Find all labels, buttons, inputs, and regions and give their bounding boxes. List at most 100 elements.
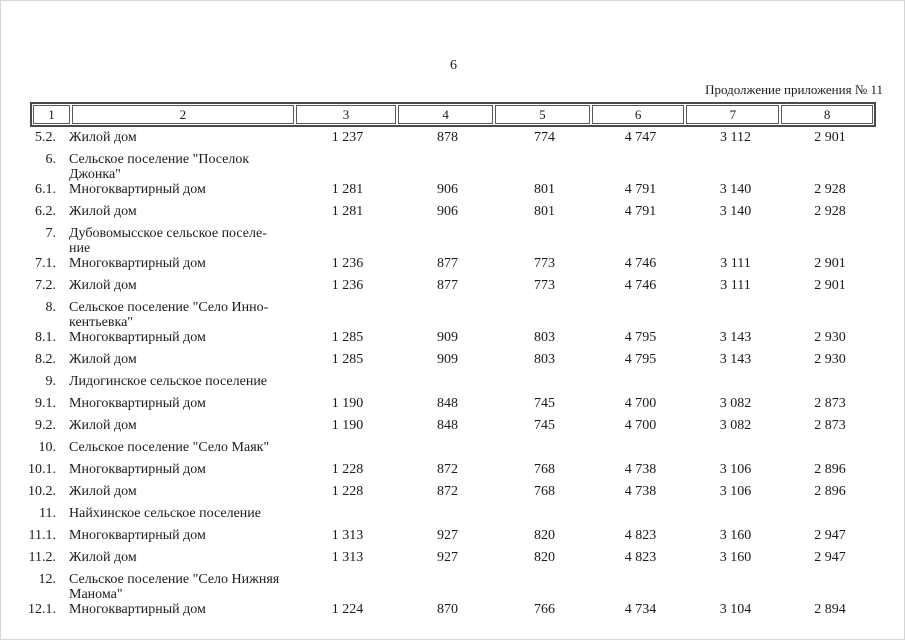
row-value-col8: 2 894 <box>814 602 846 617</box>
row-value-col8: 2 901 <box>814 256 846 271</box>
row-value-col7: 3 143 <box>719 352 752 367</box>
row-value-col7: 3 106 <box>719 484 752 499</box>
row-value-col4: 878 <box>437 130 458 145</box>
table-row: 10.2. Жилой дом 1 228 872 768 4 738 3 10… <box>1 484 878 499</box>
row-value-col3: 1 236 <box>331 278 364 293</box>
row-name: Многоквартирный дом <box>69 396 206 411</box>
table-row: 11.2. Жилой дом 1 313 927 820 4 823 3 16… <box>1 550 878 565</box>
row-value-col4: 872 <box>437 462 458 477</box>
row-value-col3: 1 313 <box>331 528 364 543</box>
row-value-col7 <box>688 572 783 602</box>
row-value-col7: 3 140 <box>719 204 752 219</box>
row-value-col3: 1 190 <box>331 418 364 433</box>
row-number: 7.1. <box>35 256 56 271</box>
row-value-col3 <box>296 572 399 602</box>
row-value-col4: 848 <box>437 418 458 433</box>
row-value-col3 <box>296 506 399 521</box>
row-value-col7: 3 111 <box>720 278 751 293</box>
row-value-col5 <box>496 440 593 455</box>
row-value-col3 <box>296 374 399 389</box>
row-value-col4: 909 <box>437 330 458 345</box>
row-name: Многоквартирный дом <box>69 182 206 197</box>
row-value-col6 <box>593 572 688 602</box>
row-value-col3 <box>296 226 399 256</box>
table-row: 5.2. Жилой дом 1 237 878 774 4 747 3 112… <box>1 130 878 145</box>
row-value-col3: 1 285 <box>331 352 364 367</box>
row-number: 8.1. <box>35 330 56 345</box>
table-row: 8. Сельское поселение "Село Инно-кентьев… <box>1 300 878 330</box>
row-number: 12. <box>38 572 57 587</box>
header-cell-7: 7 <box>686 105 780 124</box>
row-value-col3: 1 237 <box>331 130 364 145</box>
row-value-col5: 766 <box>534 602 555 617</box>
row-value-col4: 877 <box>437 256 458 271</box>
row-value-col8: 2 928 <box>814 182 846 197</box>
row-name: Жилой дом <box>69 204 137 219</box>
row-value-col7 <box>688 152 783 182</box>
row-value-col6: 4 823 <box>624 550 657 565</box>
row-value-col6: 4 738 <box>624 462 657 477</box>
row-value-col6 <box>593 440 688 455</box>
row-value-col6: 4 791 <box>624 182 657 197</box>
row-value-col4: 906 <box>437 182 458 197</box>
row-value-col7: 3 104 <box>719 602 752 617</box>
row-value-col5: 768 <box>534 484 555 499</box>
header-cell-6: 6 <box>591 105 685 124</box>
row-value-col3: 1 228 <box>331 462 364 477</box>
row-value-col6 <box>593 506 688 521</box>
row-number: 9.2. <box>35 418 56 433</box>
table-row: 9.2. Жилой дом 1 190 848 745 4 700 3 082… <box>1 418 878 433</box>
row-value-col6: 4 700 <box>624 396 657 411</box>
row-value-col5: 773 <box>534 278 555 293</box>
row-value-col5: 774 <box>534 130 555 145</box>
row-name: Жилой дом <box>69 484 137 499</box>
row-value-col5: 803 <box>534 352 555 367</box>
row-value-col4: 927 <box>437 550 458 565</box>
row-value-col6: 4 734 <box>624 602 657 617</box>
row-number: 7. <box>45 226 57 241</box>
row-value-col5 <box>496 506 593 521</box>
row-number: 10. <box>38 440 57 455</box>
row-value-col6: 4 746 <box>624 278 657 293</box>
row-value-col8: 2 896 <box>814 484 846 499</box>
row-number: 11. <box>39 506 56 521</box>
table-row: 12. Сельское поселение "Село Нижняя Маном… <box>1 572 878 602</box>
row-value-col4 <box>399 226 496 256</box>
table-row: 6. Сельское поселение "Поселок Джонка" <box>1 152 878 182</box>
row-value-col8 <box>783 506 877 521</box>
row-number: 10.1. <box>28 462 56 477</box>
row-value-col4 <box>399 572 496 602</box>
table-row: 12.1. Многоквартирный дом 1 224 870 766 … <box>1 602 878 617</box>
header-cell-3: 3 <box>295 105 397 124</box>
row-number: 11.1. <box>28 528 56 543</box>
row-value-col3: 1 228 <box>331 484 364 499</box>
row-value-col3: 1 281 <box>331 204 364 219</box>
row-value-col4: 909 <box>437 352 458 367</box>
row-value-col8 <box>783 374 877 389</box>
table-row: 7. Дубовомысское сельское поселе-ние <box>1 226 878 256</box>
row-value-col7 <box>688 440 783 455</box>
row-name: Многоквартирный дом <box>69 602 206 617</box>
row-value-col7: 3 140 <box>719 182 752 197</box>
table-row: 8.1. Многоквартирный дом 1 285 909 803 4… <box>1 330 878 345</box>
table-row: 7.2. Жилой дом 1 236 877 773 4 746 3 111… <box>1 278 878 293</box>
row-value-col4: 927 <box>437 528 458 543</box>
row-value-col5: 773 <box>534 256 555 271</box>
row-name: Жилой дом <box>69 418 137 433</box>
header-cell-2: 2 <box>72 105 294 124</box>
row-value-col7: 3 112 <box>720 130 751 145</box>
row-value-col5 <box>496 374 593 389</box>
page-number: 6 <box>450 58 457 73</box>
row-value-col4 <box>399 440 496 455</box>
row-value-col4: 872 <box>437 484 458 499</box>
row-value-col4 <box>399 506 496 521</box>
row-value-col6: 4 795 <box>624 330 657 345</box>
row-value-col8 <box>783 226 877 256</box>
row-number: 9. <box>45 374 57 389</box>
row-value-col7: 3 143 <box>719 330 752 345</box>
row-value-col8: 2 873 <box>814 396 846 411</box>
row-value-col8: 2 930 <box>814 330 846 345</box>
table-row: 11.1. Многоквартирный дом 1 313 927 820 … <box>1 528 878 543</box>
row-number: 7.2. <box>35 278 56 293</box>
